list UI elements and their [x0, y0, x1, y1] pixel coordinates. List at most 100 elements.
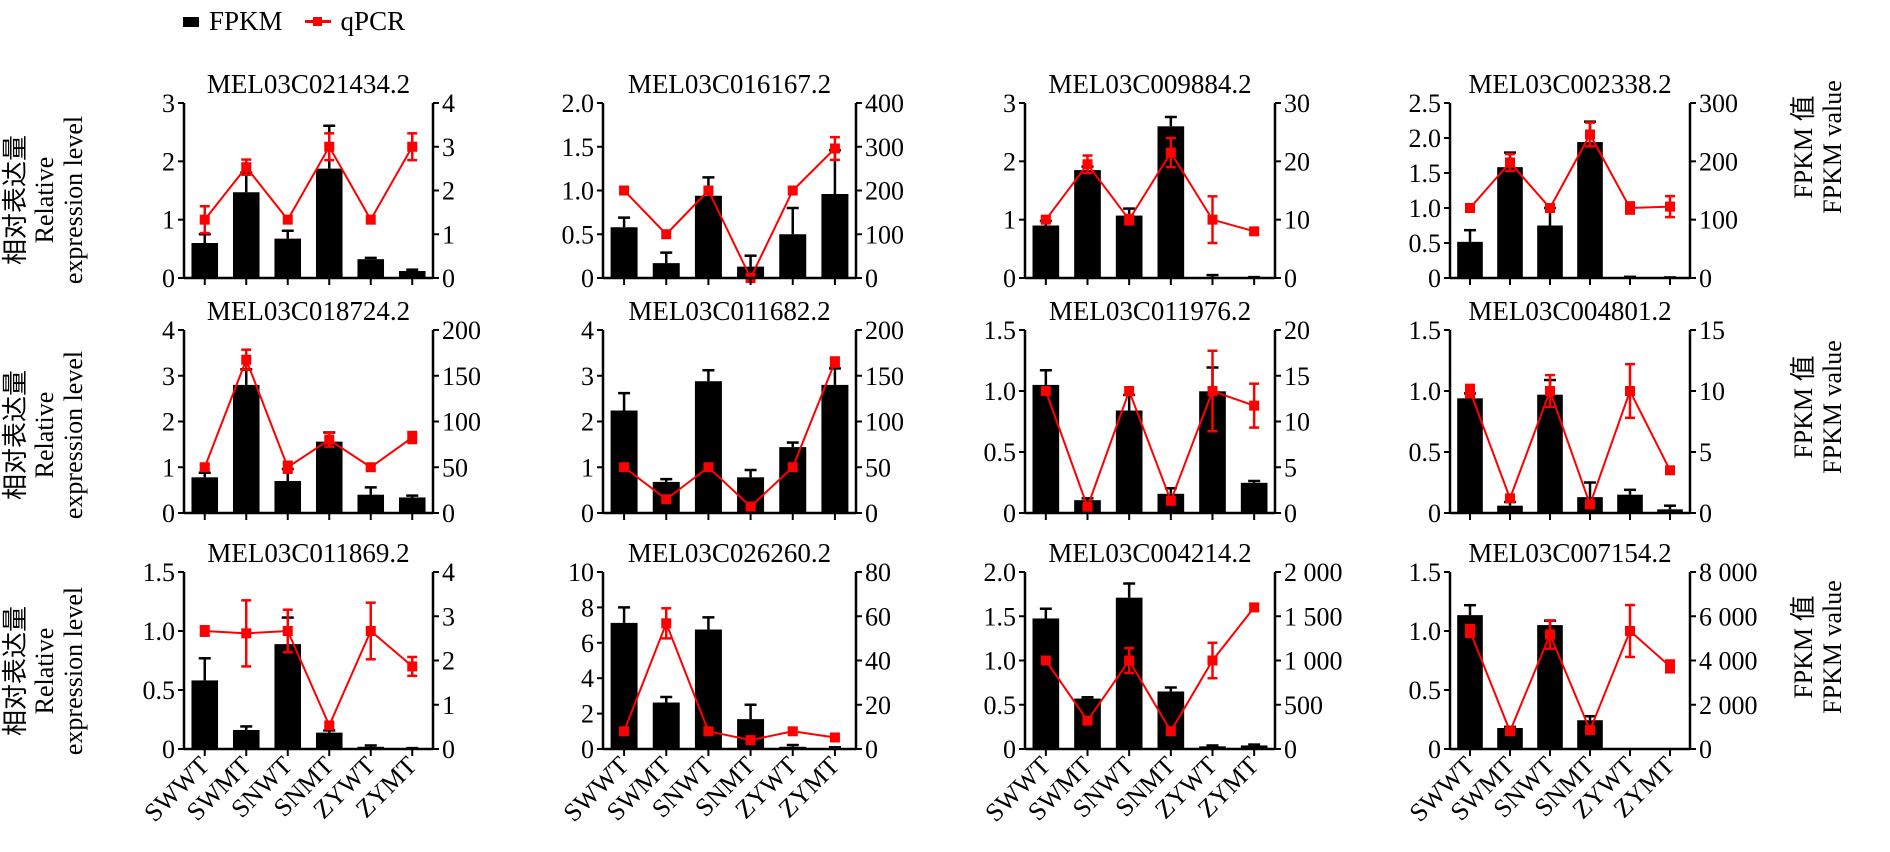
left-tick-label: 3	[581, 362, 594, 391]
left-tick-label: 1.5	[143, 558, 176, 587]
chart-title: MEL03C002338.2	[1468, 69, 1671, 99]
qpcr-point	[1040, 386, 1051, 396]
qpcr-line	[1045, 606, 1255, 734]
fpkm-bar	[398, 271, 426, 278]
fpkm-bar	[1537, 225, 1563, 278]
left-tick-label: 0.5	[1409, 229, 1442, 258]
right-tick-label: 200	[442, 316, 481, 345]
qpcr-point	[1124, 214, 1135, 225]
right-tick-label: 10	[1284, 408, 1310, 437]
qpcr-point	[1249, 226, 1260, 237]
fpkm-bar	[779, 234, 807, 278]
left-tick-label: 0.5	[143, 676, 176, 705]
chart-title: MEL03C021434.2	[207, 69, 410, 99]
left-tick-label: 1.0	[1409, 194, 1442, 223]
left-tick-label: 3	[1003, 89, 1016, 118]
left-tick-label: 1	[162, 453, 175, 482]
qpcr-point	[199, 214, 210, 225]
fpkm-bar	[737, 266, 765, 278]
qpcr-point	[787, 185, 798, 196]
qpcr-point	[829, 732, 840, 743]
right-tick-label: 2	[442, 177, 455, 206]
qpcr-point	[1465, 386, 1475, 396]
fpkm-bar	[1074, 170, 1101, 278]
left-tick-label: 2	[162, 408, 175, 437]
right-tick-label: 300	[865, 133, 904, 162]
right-tick-label: 5	[1699, 438, 1712, 467]
qpcr-point	[1665, 465, 1675, 476]
right-tick-label: 40	[865, 647, 891, 676]
fpkm-bar	[1032, 384, 1060, 513]
left-tick-label: 1.0	[1409, 377, 1442, 406]
fpkm-bar	[274, 644, 302, 749]
qpcr-point	[1249, 602, 1260, 613]
right-tick-label: 20	[865, 691, 891, 720]
right-tick-label: 0	[442, 264, 455, 293]
fpkm-bar	[274, 238, 302, 278]
left-tick-label: 4	[581, 316, 594, 345]
chart-title: MEL03C007154.2	[1468, 538, 1671, 568]
right-tick-label: 200	[1699, 147, 1738, 176]
right-tick-label: 2	[442, 647, 455, 676]
right-tick-label: 20	[1284, 316, 1310, 345]
left-tick-label: 0	[162, 499, 175, 528]
qpcr-point	[1040, 214, 1051, 225]
chart-panel: MEL03C007154.2 0 0.5 1.0 1.5 0 2 000 4 000 6 000…	[1404, 538, 1758, 827]
chart-panel: MEL03C004801.2 0 0.5 1.0 1.5 0 5 10 15	[1409, 296, 1726, 528]
qpcr-line	[203, 144, 414, 222]
chart-title: MEL03C011682.2	[628, 296, 830, 326]
qpcr-point	[787, 462, 798, 473]
chart-panel: MEL03C026260.20246810020406080SWWTSWMTSN…	[558, 538, 891, 827]
right-tick-label: 8 000	[1699, 558, 1758, 587]
right-tick-label: 15	[1284, 362, 1310, 391]
qpcr-point	[1585, 725, 1595, 736]
qpcr-point	[365, 462, 376, 473]
fpkm-bar	[1032, 225, 1060, 278]
right-tick-label: 100	[865, 220, 904, 249]
qpcr-point	[407, 432, 418, 443]
qpcr-point	[1505, 726, 1515, 737]
chart-panel: MEL03C011682.2 0 1 2 3 4 0 50 100 150 200	[581, 296, 904, 528]
chart-title: MEL03C026260.2	[628, 538, 831, 568]
qpcr-point	[1625, 203, 1635, 213]
left-tick-label: 1	[1003, 206, 1016, 235]
right-tick-label: 0	[442, 499, 455, 528]
right-tick-label: 0	[1699, 264, 1712, 293]
fpkm-bar	[191, 477, 219, 513]
qpcr-point	[703, 462, 714, 473]
qpcr-point	[703, 726, 714, 737]
legend: FPKM qPCR	[183, 6, 405, 37]
qpcr-point	[365, 626, 376, 636]
fpkm-bar	[1497, 167, 1523, 278]
fpkm-bar	[1617, 494, 1643, 513]
legend-qpcr-label: qPCR	[340, 6, 406, 36]
fpkm-bar	[1240, 482, 1268, 513]
left-tick-label: 8	[581, 593, 594, 622]
left-tick-label: 0	[1428, 735, 1441, 764]
right-tick-label: 300	[1699, 89, 1738, 118]
qpcr-point	[619, 726, 630, 737]
qpcr-point	[745, 735, 756, 746]
qpcr-point	[324, 141, 335, 152]
left-tick-label: 0.5	[562, 220, 595, 249]
left-tick-label: 0	[581, 735, 594, 764]
qpcr-point	[282, 214, 293, 225]
fpkm-bar	[191, 243, 219, 278]
left-tick-label: 0	[1003, 264, 1016, 293]
right-tick-label: 4 000	[1699, 647, 1758, 676]
right-tick-label: 15	[1699, 316, 1725, 345]
fpkm-bar	[1577, 142, 1603, 278]
qpcr-point	[1545, 386, 1555, 396]
qpcr-point	[745, 501, 756, 512]
fpkm-bar	[1457, 241, 1483, 278]
qpcr-line	[204, 629, 413, 728]
qpcr-point	[1249, 400, 1260, 411]
qpcr-point	[1505, 157, 1515, 168]
left-tick-label: 1.0	[143, 617, 176, 646]
left-tick-label: 2.0	[562, 89, 595, 118]
chart-title: MEL03C009884.2	[1048, 69, 1251, 99]
right-tick-label: 0	[865, 735, 878, 764]
chart-panel: MEL03C011869.200.51.01.501234SWWTSWMTSNW…	[138, 538, 455, 827]
right-tick-label: 1 500	[1284, 602, 1343, 631]
right-tick-label: 80	[865, 558, 891, 587]
